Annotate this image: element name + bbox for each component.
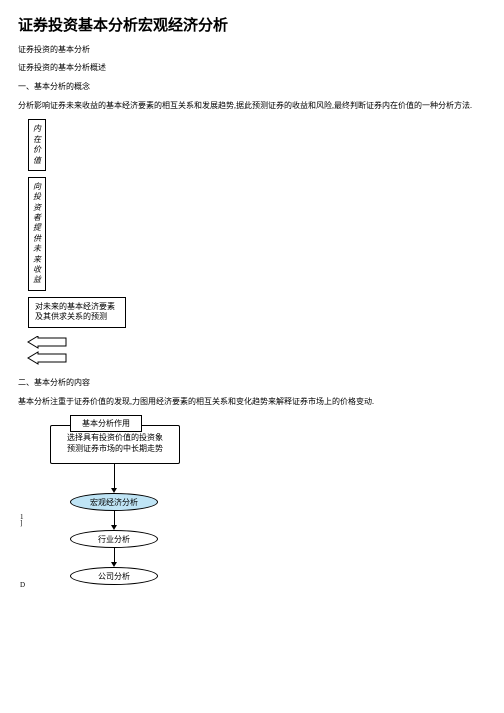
section-2-heading: 二、基本分析的内容 <box>18 378 486 388</box>
page-title: 证券投资基本分析宏观经济分析 <box>18 14 486 35</box>
section-1-heading: 一、基本分析的概念 <box>18 82 486 92</box>
vertical-box-intrinsic-value: 内 在 价 值 <box>28 119 46 171</box>
vbox1-char: 值 <box>32 156 42 166</box>
flow-label-box: 基本分析作用 <box>70 415 142 432</box>
arrow-down-icon <box>111 488 117 493</box>
vbox2-char: 向 <box>32 182 42 192</box>
arrow-down-icon <box>111 562 117 567</box>
vbox1-char: 价 <box>32 145 42 155</box>
flow-box-line1: 选择具有投资价值的投资象 <box>57 432 173 443</box>
vbox2-char: 资 <box>32 203 42 213</box>
vbox2-char: 提 <box>32 223 42 233</box>
flow-connector <box>114 548 115 562</box>
flow-box-line2: 预测证券市场的中长期走势 <box>57 443 173 454</box>
vbox2-char: 收 <box>32 265 42 275</box>
stray-char: ] <box>20 519 22 527</box>
vbox2-char: 来 <box>32 255 42 265</box>
oval-industry-analysis: 行业分析 <box>70 530 158 548</box>
subtitle-2: 证券投资的基本分析概述 <box>18 63 486 73</box>
stray-char: D <box>20 581 25 589</box>
oval-company-analysis: 公司分析 <box>70 567 158 585</box>
vbox1-char: 内 <box>32 124 42 134</box>
subtitle-1: 证券投资的基本分析 <box>18 45 486 55</box>
left-arrows <box>26 336 486 372</box>
vbox2-char: 供 <box>32 234 42 244</box>
arrow-down-icon <box>111 525 117 530</box>
arrow-left-icon <box>26 336 68 370</box>
flow-connector <box>114 464 115 488</box>
flowchart: 基本分析作用 选择具有投资价值的投资象 预测证券市场的中长期走势 宏观经济分析 … <box>50 415 486 584</box>
vbox1-char: 在 <box>32 135 42 145</box>
vbox2-char: 投 <box>32 192 42 202</box>
oval-macro-analysis: 宏观经济分析 <box>70 493 158 511</box>
flow-connector <box>114 511 115 525</box>
vbox2-char: 者 <box>32 213 42 223</box>
horizontal-box-forecast: 对未来的基本经济要素及其供求关系的预测 <box>28 297 126 328</box>
vbox2-char: 未 <box>32 244 42 254</box>
vertical-box-future-returns: 向 投 资 者 提 供 未 来 收 益 <box>28 177 46 291</box>
paragraph-1: 分析影响证券未来收益的基本经济要素的相互关系和发展趋势,据此预测证券的收益和风险… <box>18 100 486 111</box>
vbox2-char: 益 <box>32 275 42 285</box>
paragraph-2: 基本分析注重于证券价值的发现,力图用经济要素的相互关系和变化趋势来解释证券市场上… <box>18 396 486 407</box>
